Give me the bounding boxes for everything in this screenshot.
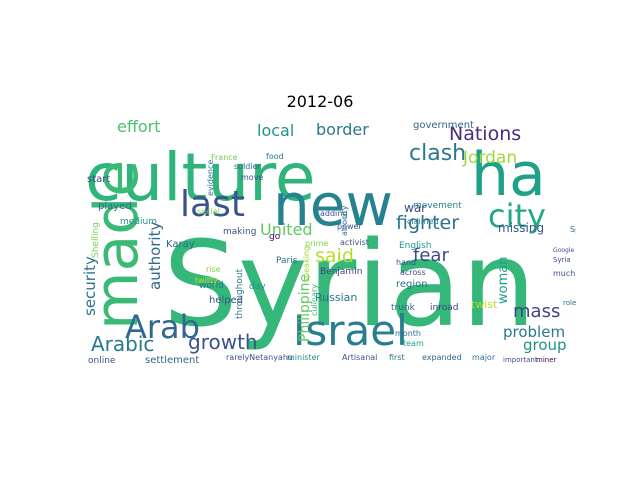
cloud-word: rarelyNetanyahu <box>226 353 293 362</box>
cloud-word: online <box>88 356 116 366</box>
figure-title: 2012-06 <box>286 92 354 111</box>
cloud-word: start <box>87 174 110 185</box>
cloud-word: first <box>389 353 405 362</box>
cloud-word: clash <box>409 141 466 166</box>
cloud-word: twitty <box>195 276 218 285</box>
cloud-word: mass <box>513 301 560 322</box>
cloud-word: new <box>273 171 393 239</box>
cloud-word: atrocity <box>340 205 349 236</box>
cloud-word: soldier <box>234 162 262 171</box>
cloud-word: move <box>241 173 263 182</box>
cloud-word: twist <box>471 298 498 311</box>
cloud-word: world <box>199 281 224 291</box>
cloud-word: power <box>337 222 362 231</box>
cloud-word: day <box>249 282 266 292</box>
cloud-word: war <box>404 201 426 215</box>
cloud-word: evidence <box>206 160 215 196</box>
word-cloud: Syrian culture made new ha Israel last city Arab… <box>83 120 576 367</box>
cloud-word: across <box>400 268 426 277</box>
cloud-word: missing <box>498 221 544 235</box>
cloud-word: effort <box>117 120 161 136</box>
cloud-word: ha <box>471 140 546 210</box>
cloud-word: fear <box>413 245 449 266</box>
cloud-word: local <box>257 121 294 140</box>
cloud-word: region <box>396 279 428 290</box>
cloud-word: France <box>211 153 238 162</box>
cloud-word: hand <box>396 258 416 267</box>
cloud-word: United <box>260 220 313 239</box>
cloud-word: role <box>563 299 576 307</box>
cloud-word: much <box>553 269 575 278</box>
cloud-word: medium <box>120 217 157 227</box>
cloud-word: government <box>413 120 474 131</box>
cloud-word: growth <box>188 330 258 354</box>
cloud-word: trunk <box>391 303 416 313</box>
cloud-word: Spring <box>570 225 576 234</box>
cloud-word: team <box>403 339 424 348</box>
cloud-word: month <box>395 329 421 338</box>
cloud-word: rise <box>206 265 221 274</box>
cloud-word: Benjamin <box>320 267 362 277</box>
cloud-word: Russian <box>315 291 357 304</box>
cloud-word: problem <box>503 323 565 341</box>
cloud-word: adding <box>320 209 347 218</box>
cloud-word: important <box>503 356 538 364</box>
cloud-word: Syria <box>553 256 571 264</box>
cloud-word: Google <box>553 247 574 254</box>
cloud-word: inroad <box>430 303 458 313</box>
cloud-word: security <box>83 256 99 316</box>
cloud-word: said <box>315 245 354 267</box>
cloud-word: fighter <box>396 212 459 234</box>
cloud-word: helped <box>209 295 243 306</box>
cloud-word: speaking <box>302 246 311 282</box>
cloud-word: woman <box>496 257 511 304</box>
cloud-word: Karay <box>166 239 195 250</box>
cloud-word: Jordan <box>462 148 517 168</box>
cloud-word: movement <box>413 201 462 211</box>
cloud-word: settlement <box>145 355 199 366</box>
cloud-word: food <box>266 152 284 161</box>
cloud-word: Syrian <box>163 215 536 353</box>
cloud-word: go <box>269 232 281 242</box>
cloud-word: expanded <box>422 353 462 362</box>
cloud-word: minister <box>287 353 321 362</box>
cloud-word: Arabic <box>91 332 154 356</box>
cloud-word: major <box>472 353 496 362</box>
cloud-word: claimed <box>407 217 439 226</box>
cloud-word: group <box>523 336 567 354</box>
cloud-word: Arab <box>125 308 200 346</box>
cloud-word: city <box>488 197 546 235</box>
cloud-word: Shelling <box>91 222 101 258</box>
cloud-word: culture <box>85 139 315 216</box>
cloud-word: border <box>316 120 369 139</box>
cloud-word: Philippine <box>297 274 313 342</box>
cloud-word: prime <box>305 239 328 248</box>
cloud-word: Israel <box>293 306 408 355</box>
cloud-word: made <box>83 160 152 330</box>
cloud-word: played <box>98 201 132 212</box>
cloud-word: culinary <box>310 284 319 316</box>
cloud-word: activist <box>340 238 369 247</box>
cloud-word: miner <box>536 356 557 364</box>
cloud-word: making <box>223 227 256 237</box>
cloud-word: throughout <box>235 268 245 319</box>
cloud-word: Nations <box>449 123 521 145</box>
cloud-word: authority <box>146 222 164 290</box>
cloud-word: last <box>180 184 245 225</box>
cloud-word: Paris <box>276 256 298 266</box>
cloud-word: social <box>197 207 220 216</box>
cloud-word: English <box>399 241 432 251</box>
cloud-word: Artisanal <box>342 353 377 362</box>
